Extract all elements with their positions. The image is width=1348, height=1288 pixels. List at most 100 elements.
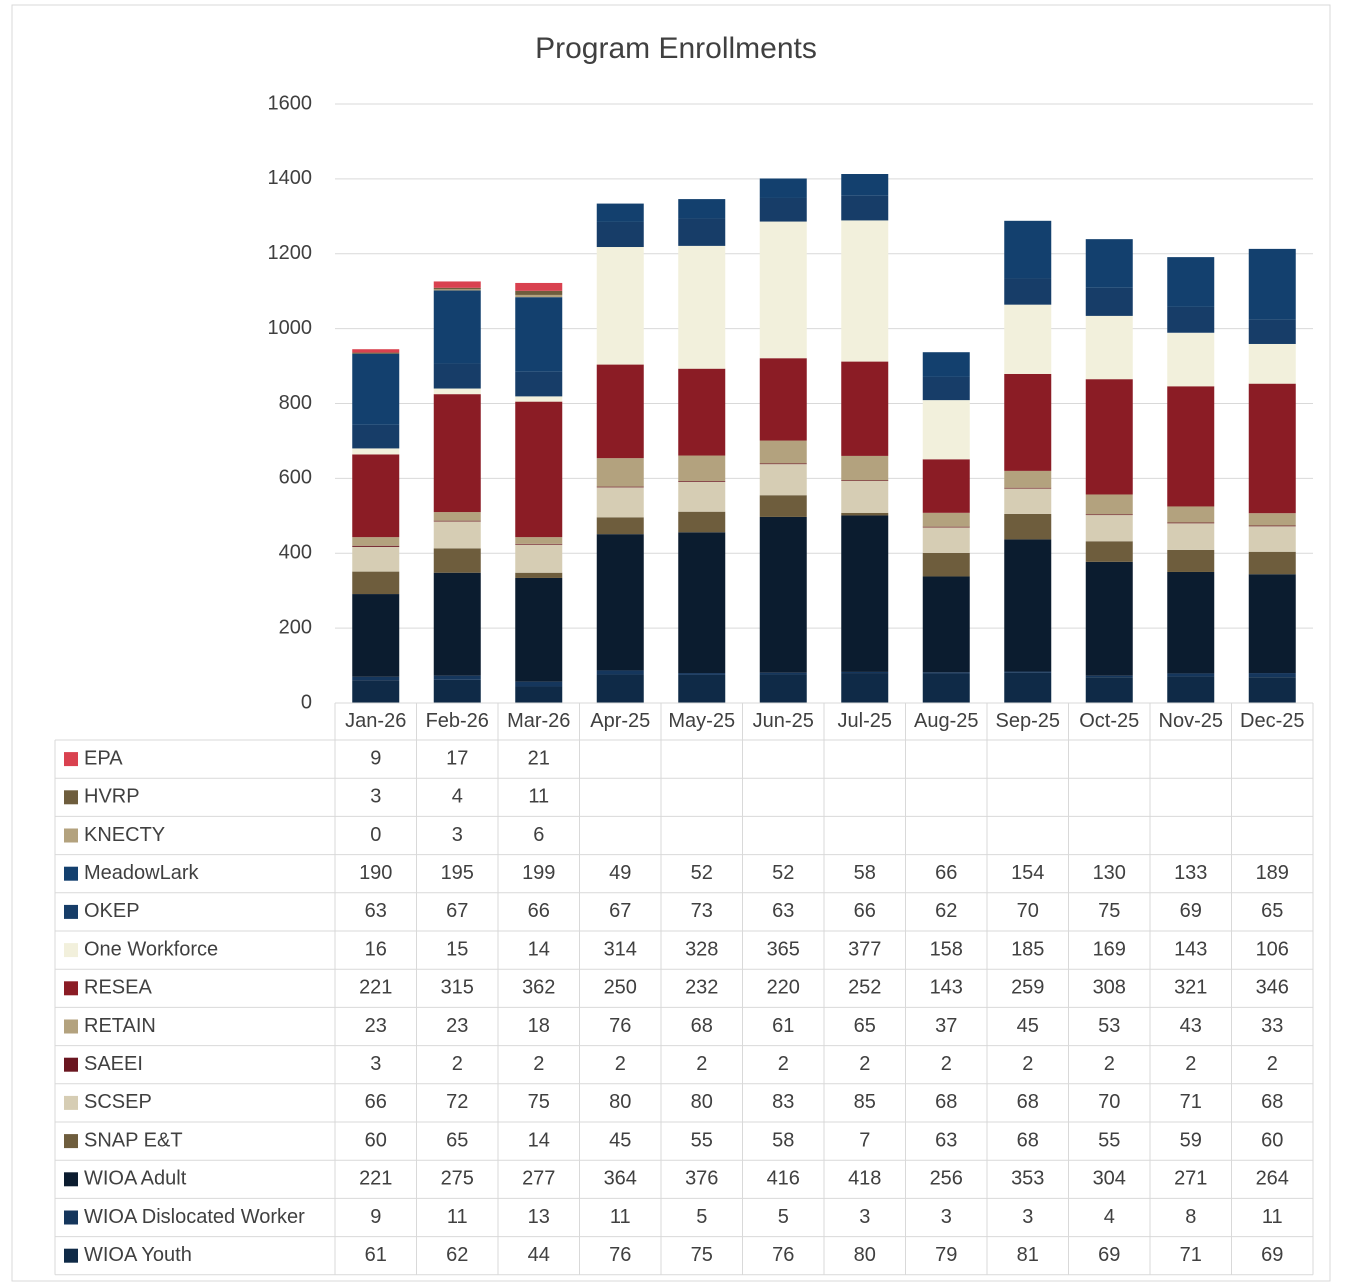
table-cell: 72	[446, 1091, 468, 1113]
table-cell: 275	[441, 1168, 474, 1190]
bar-segment	[352, 594, 400, 677]
table-cell: 61	[772, 1015, 794, 1037]
table-cell: 2	[1022, 1053, 1033, 1075]
bar-segment	[841, 512, 889, 516]
bar-segment	[922, 512, 970, 527]
bar-segment	[1004, 539, 1052, 672]
y-tick-label: 1000	[268, 317, 313, 339]
table-cell: 55	[691, 1129, 713, 1151]
bar-segment	[515, 537, 563, 544]
table-cell: 328	[685, 938, 718, 960]
bar-segment	[1004, 220, 1052, 279]
table-cell: 53	[1098, 1015, 1120, 1037]
bar-segment	[678, 511, 726, 533]
bar-segment	[596, 221, 644, 248]
bar-segment	[1004, 488, 1052, 514]
table-cell: 304	[1093, 1168, 1126, 1190]
bar-segment	[433, 520, 481, 522]
bar-segment	[515, 290, 563, 295]
bar-segment	[841, 515, 889, 672]
table-cell: 33	[1261, 1015, 1283, 1037]
table-cell: 60	[1261, 1129, 1283, 1151]
bar-segment	[759, 463, 807, 465]
table-cell: 315	[441, 977, 474, 999]
table-cell: 63	[365, 900, 387, 922]
table-cell: 68	[935, 1091, 957, 1113]
bar-segment	[596, 364, 644, 459]
y-tick-label: 0	[301, 691, 312, 713]
table-cell: 308	[1093, 977, 1126, 999]
bar-segment	[922, 352, 970, 377]
bar-segment	[596, 674, 644, 703]
bar-segment	[352, 448, 400, 455]
bar-segment	[759, 358, 807, 441]
bar-segment	[515, 401, 563, 538]
bar-segment	[1004, 671, 1052, 673]
table-cell: 190	[359, 862, 392, 884]
table-cell: 2	[941, 1053, 952, 1075]
bar-segment	[678, 673, 726, 675]
table-cell: 250	[604, 977, 637, 999]
bar-segment	[1167, 523, 1215, 550]
bar-segment	[759, 197, 807, 222]
bar-segment	[1085, 541, 1133, 562]
bar-segment	[352, 353, 400, 425]
table-cell: 195	[441, 862, 474, 884]
bar-segment	[515, 544, 563, 573]
legend-swatch	[64, 1095, 78, 1110]
bar-segment	[515, 543, 563, 545]
bar-segment	[922, 459, 970, 513]
table-cell: 71	[1180, 1244, 1202, 1266]
table-cell: 58	[772, 1129, 794, 1151]
table-cell: 314	[604, 938, 637, 960]
bar-segment	[922, 673, 970, 703]
table-cell: 80	[854, 1244, 876, 1266]
bar-segment	[678, 480, 726, 482]
bar-segment	[1167, 522, 1215, 524]
bar-segment	[1085, 239, 1133, 288]
bar-segment	[678, 532, 726, 674]
table-cell: 11	[610, 1206, 631, 1228]
table-cell: 2	[1185, 1053, 1196, 1075]
table-cell: 85	[854, 1091, 876, 1113]
table-cell: 271	[1174, 1168, 1207, 1190]
table-cell: 18	[528, 1015, 550, 1037]
table-cell: 70	[1098, 1091, 1120, 1113]
legend-label: WIOA Youth	[84, 1244, 192, 1266]
table-cell: 65	[1261, 900, 1283, 922]
table-cell: 14	[528, 1129, 550, 1151]
table-cell: 199	[522, 862, 555, 884]
table-cell: 68	[691, 1015, 713, 1037]
table-cell: 3	[1022, 1206, 1033, 1228]
bar-segment	[1085, 287, 1133, 316]
bar-segment	[433, 287, 481, 290]
bar-segment	[841, 480, 889, 513]
table-cell: 66	[528, 900, 550, 922]
table-cell: 75	[528, 1091, 550, 1113]
table-cell: 3	[370, 1053, 381, 1075]
bar-segment	[596, 486, 644, 488]
chart-title: Program Enrollments	[535, 32, 817, 65]
table-cell: 133	[1174, 862, 1207, 884]
table-cell: 49	[609, 862, 631, 884]
bar-segment	[352, 680, 400, 703]
bar-segment	[841, 671, 889, 674]
x-tick-label: Jun-25	[753, 710, 814, 732]
bar-segment	[1004, 513, 1052, 540]
bar-segment	[759, 440, 807, 464]
bar-segment	[841, 195, 889, 221]
legend-label: WIOA Dislocated Worker	[84, 1206, 305, 1228]
bar-segment	[352, 349, 400, 353]
bar-segment	[596, 670, 644, 675]
table-cell: 81	[1017, 1244, 1039, 1266]
legend-label: MeadowLark	[84, 862, 200, 884]
table-cell: 65	[854, 1015, 876, 1037]
bar-segment	[841, 455, 889, 481]
bar-segment	[841, 480, 889, 481]
table-cell: 418	[848, 1168, 881, 1190]
bar-segment	[1248, 513, 1296, 526]
table-cell: 189	[1256, 862, 1289, 884]
bar-segment	[1248, 248, 1296, 320]
table-cell: 2	[452, 1053, 463, 1075]
table-cell: 16	[365, 938, 387, 960]
